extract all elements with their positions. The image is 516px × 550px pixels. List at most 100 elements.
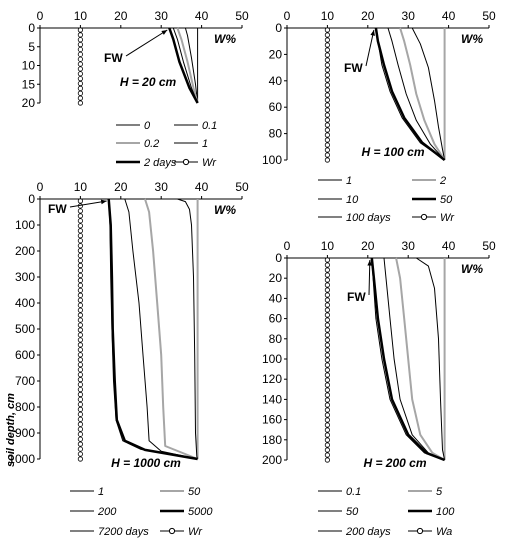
wr-marker [324, 147, 330, 153]
wr-marker [77, 208, 84, 214]
series-line-50 [383, 257, 445, 461]
wr-marker [324, 327, 330, 333]
legend-label: Wr [188, 526, 203, 538]
legend-item: 1 [318, 175, 352, 187]
wr-marker [324, 332, 330, 338]
wr-marker [324, 82, 330, 88]
panel-A: 0 10 20 30 40 50 0 5 10 15 20 W% FW H = 20 cm 0 0.1 0.2 1… [22, 9, 249, 169]
y-tick-label: 100 [15, 218, 35, 232]
wr-marker [324, 302, 330, 308]
wr-marker [77, 391, 84, 398]
series-line-0.1 [416, 257, 446, 461]
wr-marker [324, 427, 330, 433]
wr-marker [77, 416, 84, 422]
legend-item: 1 [70, 486, 104, 498]
wr-marker [324, 362, 330, 368]
y-tick-label: 900 [15, 426, 35, 440]
fw-arrowhead [370, 30, 375, 36]
wr-marker [77, 342, 84, 348]
y-tick-label: 80 [269, 332, 283, 346]
wr-marker [77, 312, 84, 318]
wr-marker [77, 421, 84, 427]
wr-marker [77, 451, 84, 457]
legend-item: 200 [70, 506, 117, 518]
legend-item: 100 [408, 506, 455, 518]
legend-label: 2 days [143, 157, 177, 169]
fw-arrow [368, 259, 371, 296]
y-tick-label: 100 [262, 352, 282, 366]
series-line-1 [411, 27, 446, 161]
series-line-200 [124, 198, 198, 460]
wr-marker [77, 317, 84, 323]
legend-label: 100 [436, 506, 455, 518]
wr-marker [324, 127, 330, 133]
height-annotation: H = 100 cm [361, 145, 424, 159]
wr-marker [77, 362, 84, 368]
wr-marker [77, 372, 84, 378]
wr-marker [77, 377, 84, 383]
wr-marker [324, 407, 330, 413]
legend-label: 1 [98, 486, 104, 498]
wr-marker [77, 56, 84, 62]
legend-item: 100 days [318, 212, 391, 224]
y-tick-label: 120 [262, 372, 282, 386]
wr-marker [324, 322, 330, 328]
wr-marker [324, 337, 330, 343]
wr-marker [77, 248, 84, 254]
series-line-50 [144, 198, 198, 460]
y-tick-label: 200 [15, 244, 35, 258]
wr-marker [77, 436, 84, 442]
wr-marker [77, 396, 84, 403]
legend-item: 200 days [318, 526, 391, 538]
x-tick-label: 50 [235, 180, 249, 194]
legend-item: Wr [412, 212, 455, 224]
wr-marker [324, 62, 330, 68]
wr-marker [77, 287, 84, 293]
legend-item: 5 [408, 486, 443, 498]
x-tick-label: 40 [442, 239, 456, 253]
wr-marker [77, 347, 84, 353]
x-tick-label: 0 [284, 9, 291, 23]
wr-marker [77, 46, 84, 53]
y-tick-label: 80 [269, 127, 283, 141]
legend-label: 50 [188, 486, 201, 498]
wr-marker [324, 447, 330, 453]
wr-marker [77, 381, 84, 388]
x-tick-label: 50 [235, 9, 249, 23]
y-tick-label: 20 [22, 96, 36, 110]
wr-marker [77, 228, 84, 234]
legend-item: 50 [318, 506, 359, 518]
legend-label: 1 [346, 175, 352, 187]
x-tick-label: 30 [155, 180, 169, 194]
wr-marker [324, 397, 330, 403]
wr-marker [77, 80, 84, 87]
legend-label: Wr [202, 157, 217, 169]
x-tick-label: 30 [155, 9, 169, 23]
wr-marker [77, 411, 84, 417]
wr-marker [77, 272, 84, 279]
y-tick-label: 500 [15, 322, 35, 336]
x-tick-label: 30 [402, 239, 416, 253]
y-tick-label: 20 [269, 271, 283, 285]
wr-marker [324, 352, 330, 358]
legend-marker [416, 527, 424, 535]
y-tick-label: 0 [275, 251, 282, 265]
height-annotation: H = 1000 cm [111, 456, 181, 470]
legend-label: 10 [346, 194, 359, 206]
x-tick-label: 50 [482, 9, 496, 23]
legend-item: 0.2 [116, 138, 159, 150]
wr-marker [324, 72, 330, 78]
fw-arrow [365, 29, 375, 67]
x-tick-label: 10 [74, 9, 88, 23]
x-tick-label: 0 [37, 9, 44, 23]
wr-marker [324, 412, 330, 418]
y-tick-label: 600 [15, 348, 35, 362]
wr-marker [324, 442, 330, 448]
legend-label: 2 [439, 175, 446, 187]
wr-marker [324, 52, 330, 58]
wr-marker [324, 67, 330, 73]
wr-marker [77, 262, 84, 269]
wr-marker [324, 117, 330, 123]
y-tick-label: 100 [262, 153, 282, 167]
